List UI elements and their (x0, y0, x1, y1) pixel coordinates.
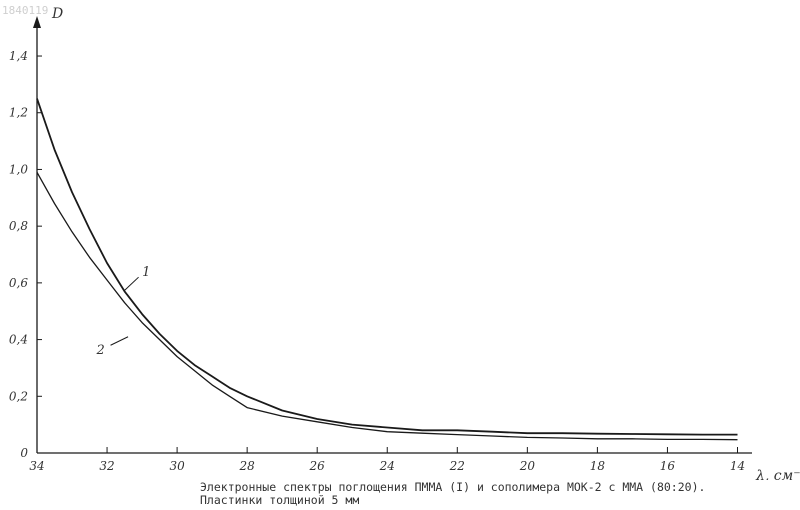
ticks: 34 32 30 28 26 24 22 20 18 16 14 0 0,2 0,4 0,6 0,8 1,0 1,… (9, 49, 745, 473)
x-tick-label-4: 26 (309, 459, 326, 473)
y-tick-label-4: 0,8 (9, 219, 28, 233)
x-tick-label-2: 30 (169, 459, 185, 473)
series-1-label: 1 (142, 265, 150, 280)
axes (33, 16, 752, 453)
absorption-spectra-chart: 1840119 34 32 30 28 26 24 22 20 18 16 14 0 0,2 0,4 0,6… (0, 0, 800, 480)
series-2-leader (111, 337, 129, 346)
x-tick-label-8: 18 (590, 459, 606, 473)
x-axis-title: λ, см⁻¹ (755, 468, 800, 480)
series-2-line (37, 172, 738, 439)
y-tick-label-7: 1,4 (9, 49, 28, 63)
y-tick-label-2: 0,4 (9, 333, 28, 347)
y-tick-label-6: 1,2 (9, 106, 28, 120)
x-tick-label-9: 16 (660, 459, 676, 473)
x-tick-label-10: 14 (730, 459, 745, 473)
caption-line-2: Пластинки толщиной 5 мм (200, 494, 790, 507)
x-tick-label-6: 22 (449, 459, 465, 473)
x-tick-label-5: 24 (379, 459, 395, 473)
y-tick-label-3: 0,6 (9, 276, 28, 290)
y-axis-arrow (33, 16, 41, 28)
x-tick-label-0: 34 (29, 459, 44, 473)
y-tick-label-1: 0,2 (9, 389, 28, 403)
series-1-leader (125, 277, 139, 290)
figure-id-stamp: 1840119 (2, 4, 48, 17)
y-axis-title: D (51, 6, 63, 22)
x-tick-label-3: 28 (239, 459, 256, 473)
series-2-label: 2 (96, 343, 105, 358)
x-tick-label-7: 20 (519, 459, 536, 473)
labels: Dλ, см⁻¹ 1 2 (51, 6, 800, 480)
y-tick-label-0: 0 (20, 446, 28, 460)
figure-caption: Электронные спектры поглощения ПММА (I) … (200, 481, 790, 507)
x-tick-label-1: 32 (99, 459, 114, 473)
y-tick-label-5: 1,0 (9, 162, 28, 176)
